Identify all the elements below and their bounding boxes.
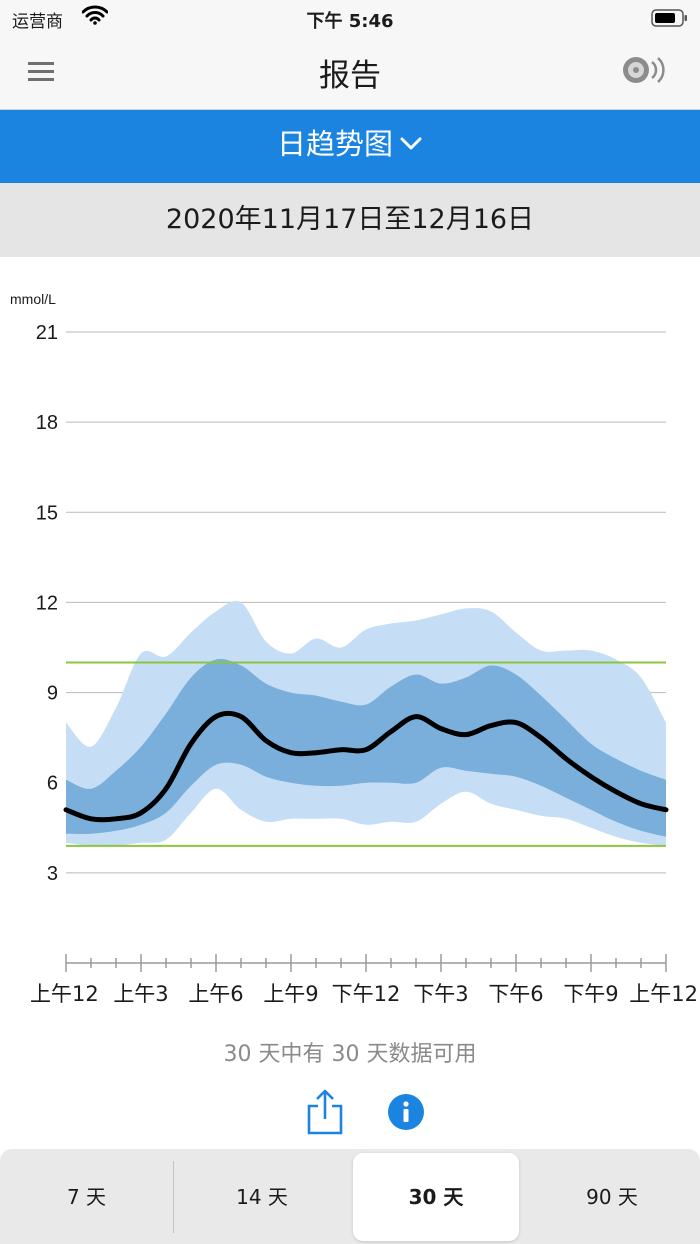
x-tick-label: 上午9 xyxy=(263,982,318,1006)
period-tab-7[interactable]: 7 天 xyxy=(66,1185,107,1209)
battery-icon xyxy=(651,8,689,32)
status-time: 下午 5:46 xyxy=(306,11,394,32)
y-tick-label: 9 xyxy=(47,683,58,705)
nav-bar: 报告 xyxy=(0,36,700,110)
info-icon[interactable] xyxy=(388,1094,424,1134)
date-range: 2020年11月17日至12月16日 xyxy=(0,183,700,257)
x-tick-label: 上午3 xyxy=(113,982,168,1006)
x-tick-label: 上午12 xyxy=(30,982,99,1006)
page-title: 报告 xyxy=(319,58,381,94)
x-tick-label: 下午9 xyxy=(563,982,618,1006)
x-tick-label: 下午6 xyxy=(488,982,543,1006)
report-type-selector[interactable]: 日趋势图 xyxy=(0,110,700,183)
x-tick-label: 下午3 xyxy=(413,982,468,1006)
median-line xyxy=(63,710,669,823)
wifi-icon xyxy=(81,5,109,29)
period-selector: 7 天 14 天 30 天 90 天 xyxy=(0,1149,700,1244)
y-tick-label: 18 xyxy=(36,412,58,434)
menu-icon[interactable] xyxy=(28,58,56,88)
period-divider xyxy=(173,1161,174,1233)
status-bar: 运营商 下午 5:46 xyxy=(0,0,700,36)
daily-pattern-chart: mmol/L 21 18 15 12 9 6 3 上午12 上午3 上午6 上午9 下午12 下午3 下午6… xyxy=(10,291,698,1006)
sensor-scan-icon[interactable] xyxy=(620,53,670,95)
y-tick-label: 6 xyxy=(47,773,58,795)
period-tab-30[interactable]: 30 天 xyxy=(353,1153,519,1241)
period-tab-14[interactable]: 14 天 xyxy=(236,1185,288,1209)
chevron-down-icon xyxy=(400,137,422,150)
x-tick-label: 上午12 xyxy=(629,982,698,1006)
x-tick-label: 上午6 xyxy=(188,982,243,1006)
carrier-label: 运营商 xyxy=(12,12,63,32)
report-type-label: 日趋势图 xyxy=(276,127,393,161)
x-tick-label: 下午12 xyxy=(332,982,401,1006)
y-tick-label: 3 xyxy=(47,863,58,885)
period-tab-90[interactable]: 90 天 xyxy=(586,1185,638,1209)
y-tick-label: 15 xyxy=(36,502,58,524)
data-availability-text: 30 天中有 30 天数据可用 xyxy=(223,1042,477,1067)
y-axis-unit-label: mmol/L xyxy=(10,291,56,307)
y-tick-label: 21 xyxy=(36,322,58,344)
y-tick-label: 12 xyxy=(36,592,58,614)
share-icon[interactable] xyxy=(306,1088,344,1140)
